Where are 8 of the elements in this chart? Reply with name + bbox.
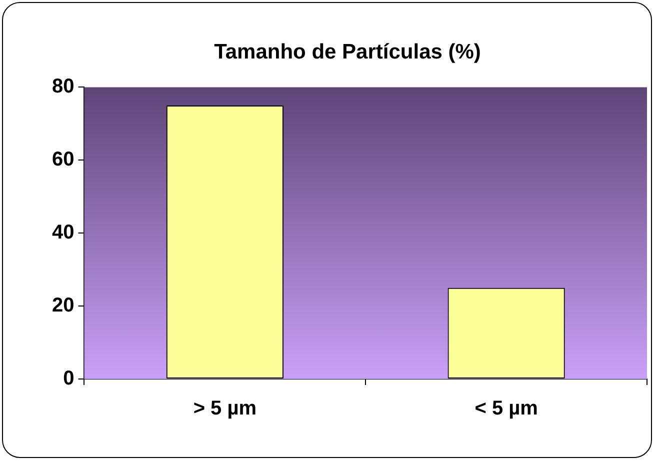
y-tick-label: 20 — [52, 294, 74, 317]
y-tick-label: 0 — [63, 368, 74, 390]
chart-title: Tamanho de Partículas (%) — [214, 40, 481, 64]
x-tick-label: < 5 µm — [474, 398, 538, 420]
y-tick-label: 40 — [52, 222, 74, 244]
x-tick-label: > 5 µm — [193, 398, 257, 420]
y-tick-label: 60 — [52, 148, 74, 171]
y-tick-label: 80 — [52, 76, 74, 98]
